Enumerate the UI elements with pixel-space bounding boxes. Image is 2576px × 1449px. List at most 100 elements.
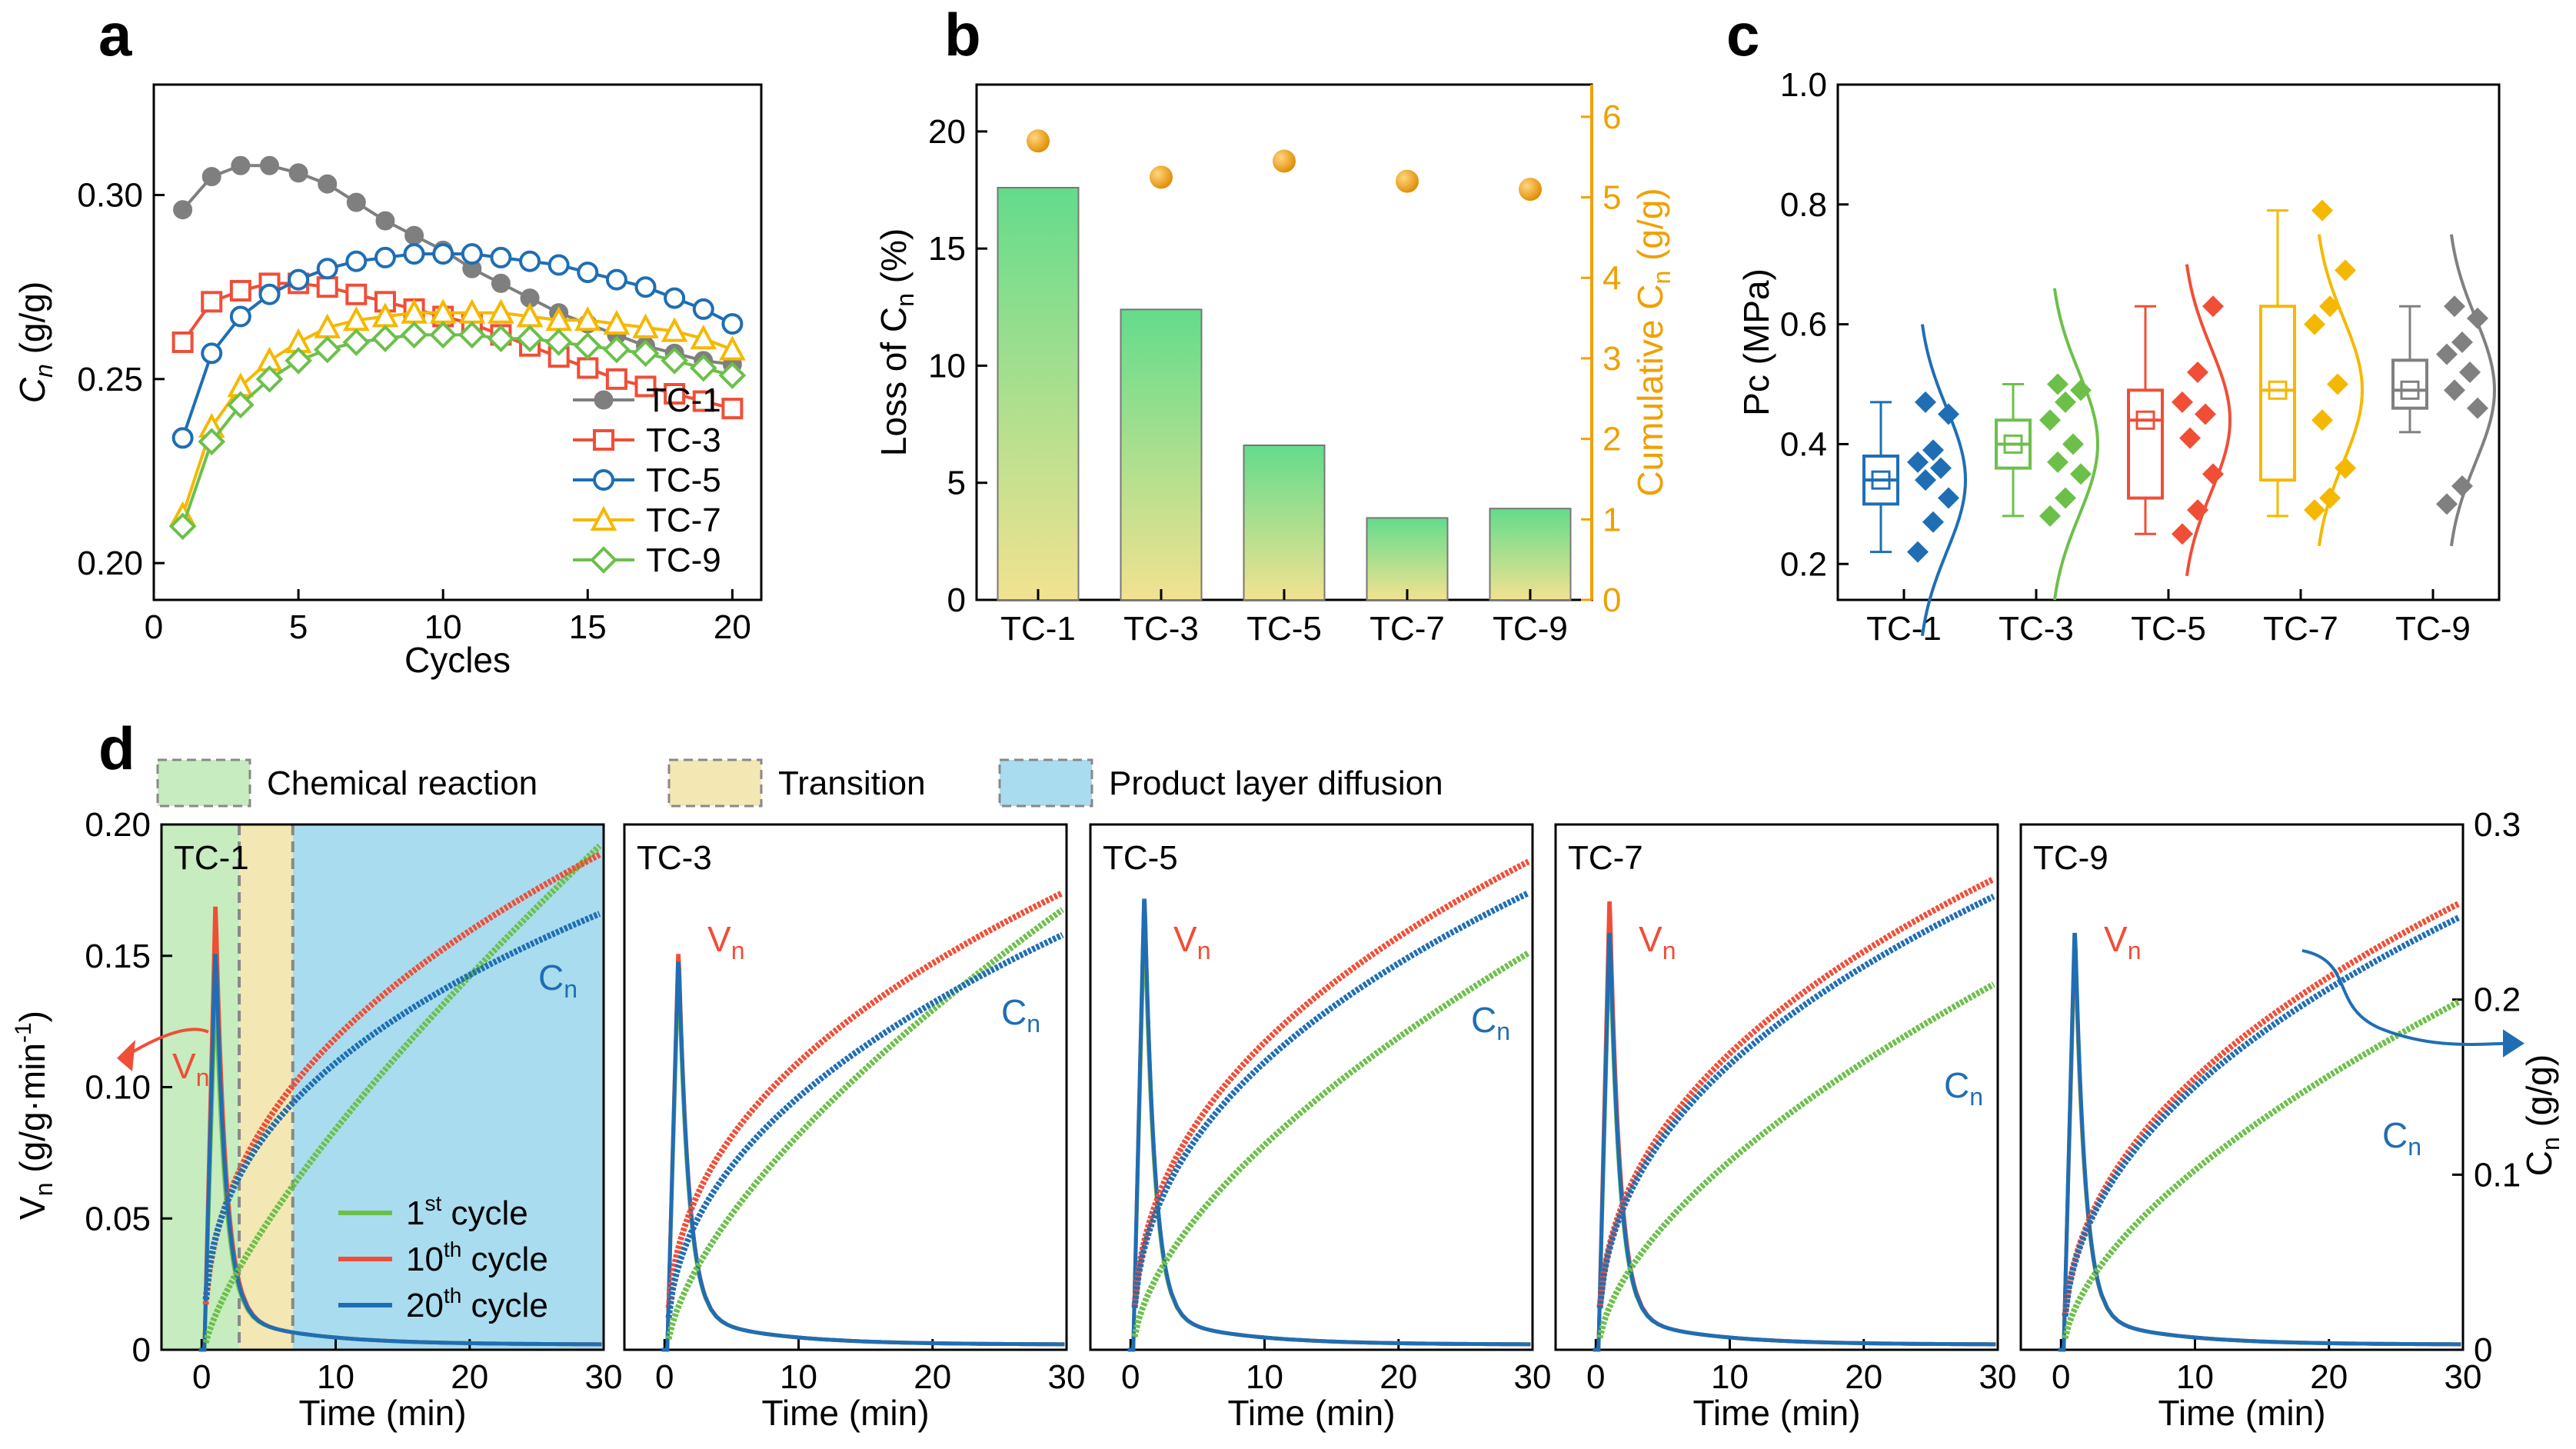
panel-label-b: b	[944, 1, 981, 68]
vn-curve-2	[2058, 932, 2461, 1352]
y-tick-label: 0.15	[85, 938, 151, 975]
legend-label: TC-3	[646, 421, 721, 459]
mean-marker	[2400, 380, 2420, 400]
y-tick-label: 15	[928, 230, 966, 268]
x-axis-title: Time (min)	[298, 1393, 466, 1433]
data-point	[2070, 379, 2092, 401]
vn-sub: n	[196, 1064, 210, 1091]
cumulative-dot-tc-3	[1150, 165, 1173, 189]
data-point	[2444, 295, 2465, 318]
x-tick-label: TC-1	[1000, 610, 1076, 648]
cycle-rest: cycle	[461, 1241, 547, 1278]
data-point	[605, 268, 627, 291]
y2-tick-label: 5	[1603, 179, 1621, 217]
data-point	[2436, 493, 2458, 515]
vn-annotation: Vn	[172, 1046, 209, 1091]
panel-a-legend: TC-1TC-3TC-5TC-7TC-9	[573, 381, 721, 579]
cn-annotation: Cn	[1471, 1000, 1510, 1045]
box	[2259, 305, 2296, 482]
data-point	[2444, 379, 2465, 401]
vn-curve-0	[661, 980, 1065, 1352]
x-tick-label: 30	[1514, 1358, 1552, 1396]
mean-marker	[2135, 410, 2155, 430]
data-point	[2187, 361, 2208, 383]
data-point	[345, 250, 368, 272]
data-point	[1915, 469, 1936, 491]
region-swatch	[156, 758, 251, 808]
y2-tick-label: 0.1	[2474, 1156, 2521, 1194]
vn-sub: n	[2128, 937, 2142, 964]
data-point	[490, 246, 512, 268]
cn-arrow	[2301, 948, 2510, 1047]
data-point	[661, 347, 688, 375]
data-point	[491, 273, 511, 293]
vn-sub: n	[1197, 937, 1211, 964]
data-point	[603, 309, 631, 335]
x-tick-label: TC-3	[1999, 610, 2074, 648]
panel-a-ylabel-main: C	[12, 377, 52, 403]
y-tick-label: 0	[947, 581, 966, 619]
vn-curve-2	[1127, 898, 1531, 1352]
data-point	[2070, 463, 2092, 485]
cycle-legend-label: 1st cycle	[406, 1191, 528, 1232]
data-point	[2172, 391, 2193, 413]
vn-sub: n	[731, 937, 745, 964]
box-group-tc-9: TC-9	[2391, 234, 2497, 648]
x-tick-label: 10	[1711, 1358, 1749, 1396]
x-tick-label: 10	[424, 608, 462, 646]
panel-b-ylabel: Loss of Cn (%)	[874, 228, 919, 456]
mean-marker	[2268, 380, 2288, 400]
panel-b-y2label-sub: n	[1648, 271, 1676, 285]
x-tick-label: TC-1	[1866, 610, 1942, 648]
y-tick-label: 0.4	[1780, 425, 1827, 463]
data-point	[2451, 475, 2473, 497]
x-tick-label: 0	[2052, 1358, 2070, 1396]
subplot-title: TC-9	[2033, 839, 2108, 877]
data-point	[488, 298, 514, 324]
data-point	[259, 155, 279, 175]
y-tick-label: 0.6	[1780, 306, 1827, 344]
distribution-curve	[2052, 288, 2100, 601]
x-tick-label: 0	[1121, 1358, 1140, 1396]
panel-a-ylabel: Cn (g/g)	[12, 281, 58, 403]
data-point	[690, 324, 717, 350]
data-point	[664, 383, 686, 405]
cn-arrowhead	[2503, 1029, 2524, 1058]
cumulative-dot-tc-1	[1027, 129, 1050, 153]
data-point	[634, 276, 657, 298]
data-point	[2319, 487, 2341, 509]
data-point	[201, 291, 223, 313]
data-point	[318, 174, 338, 194]
y2-tick-label: 0.2	[2474, 981, 2521, 1019]
cn-curve-2	[202, 911, 601, 1301]
data-point	[721, 398, 744, 420]
vn-curve-1	[1127, 901, 1531, 1352]
x-tick-label: 20	[451, 1358, 488, 1396]
box-group-tc-7: TC-7	[2259, 199, 2365, 648]
cumulative-dot-tc-5	[1273, 149, 1296, 173]
cn-curve-0	[665, 907, 1065, 1340]
cycle-legend-item: 10th cycle	[338, 1237, 548, 1278]
data-point	[2055, 487, 2076, 509]
panel-b-dots	[1027, 129, 1542, 202]
legend-item-tc-5: TC-5	[573, 461, 721, 499]
data-point	[2467, 307, 2488, 329]
x-tick-label: TC-9	[1493, 610, 1568, 648]
x-tick-label: 20	[1380, 1358, 1417, 1396]
y-tick-label: 0.10	[85, 1069, 151, 1107]
data-point	[171, 331, 194, 353]
data-point	[1922, 439, 1944, 461]
panel-c-ticks: 0.2 0.4 0.6 0.8 1.0	[1780, 66, 1849, 583]
cumulative-dot-tc-7	[1396, 169, 1419, 193]
x-tick-label: 10	[780, 1358, 817, 1396]
box-group-tc-1: TC-1	[1862, 324, 1968, 648]
data-point	[198, 428, 226, 456]
subplot-title: TC-5	[1103, 839, 1178, 877]
bar-tc-9	[1489, 508, 1572, 601]
data-point	[374, 246, 396, 268]
x-tick-label: 0	[192, 1358, 211, 1396]
panel-d-right-ylabel: Cn (g/g)	[2519, 1054, 2564, 1176]
cn-curve-1	[1131, 858, 1530, 1306]
panel-b-chart: 0 5 10 15 20 0 1 2 3 4 5 6 TC-1 TC-3 TC-5 TC-7 TC-9 Los…	[874, 83, 1676, 648]
